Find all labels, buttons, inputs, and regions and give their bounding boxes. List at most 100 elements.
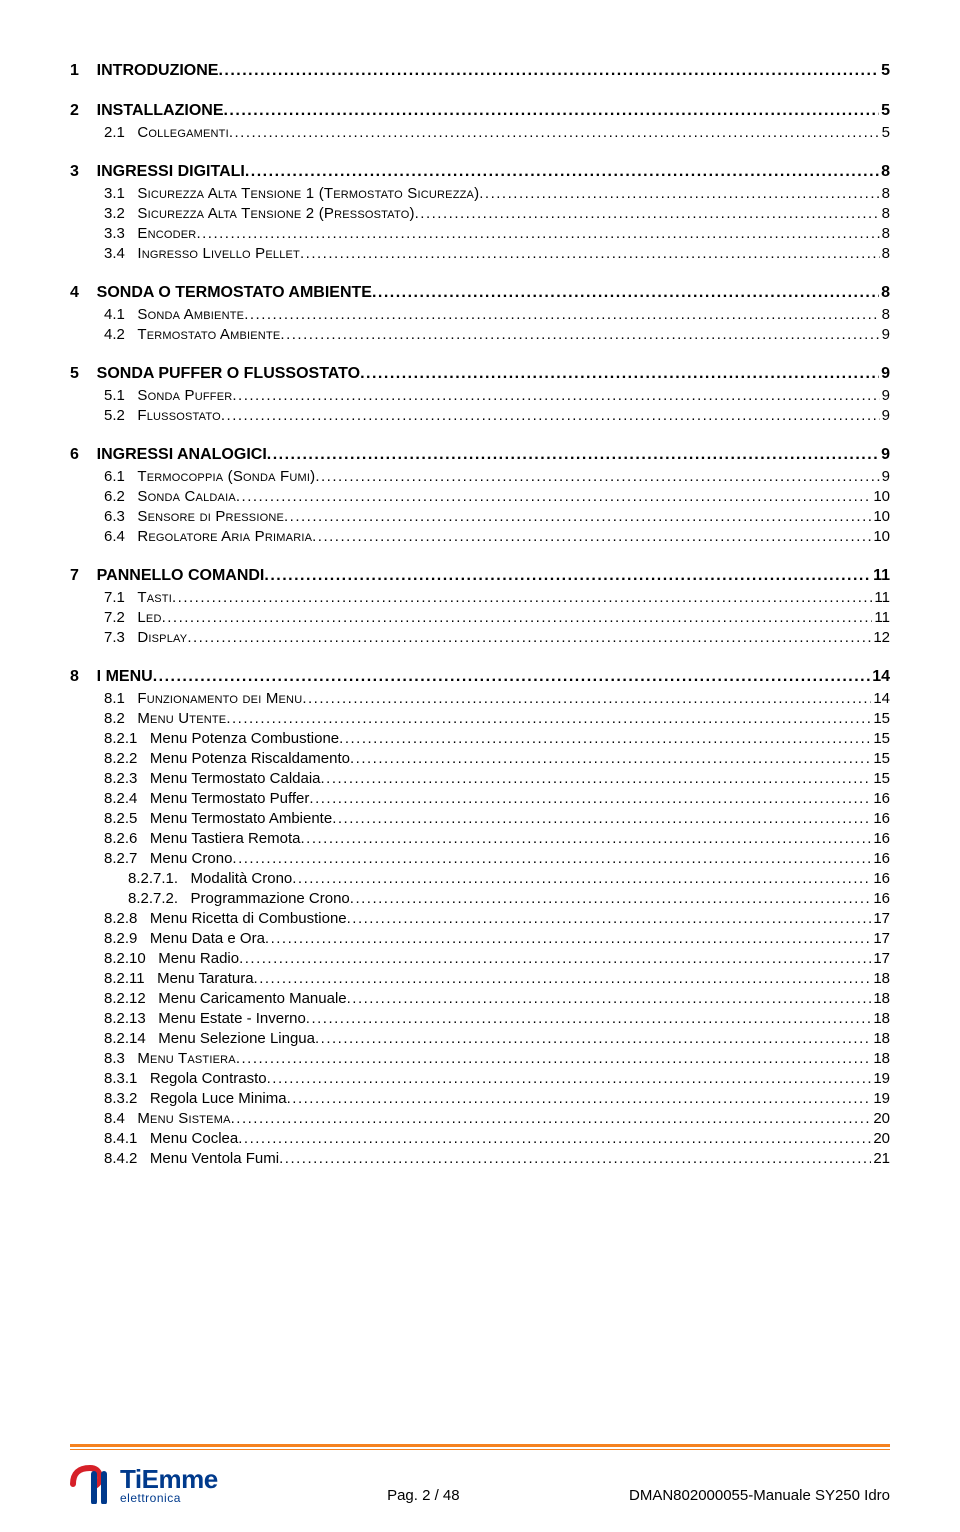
toc-entry-page: 9 (880, 387, 890, 404)
toc-entry-label: 8.2.1 Menu Potenza Combustione (104, 730, 339, 747)
toc-entry: 8.2.10 Menu Radio ......................… (104, 950, 890, 967)
toc-entry-label: 2.1 Collegamenti (104, 124, 229, 141)
toc-leader-dots: ........................................… (162, 609, 873, 626)
toc-entry: 8.2.6 Menu Tastiera Remota .............… (104, 830, 890, 847)
toc-entry-page: 8 (880, 205, 890, 222)
toc-entry-page: 8 (880, 245, 890, 262)
document-reference: DMAN802000055-Manuale SY250 Idro (629, 1487, 890, 1504)
toc-entry-label: 2 INSTALLAZIONE (70, 102, 223, 120)
toc-entry: 8.3.1 Regola Contrasto .................… (104, 1070, 890, 1087)
toc-leader-dots: ........................................… (347, 990, 872, 1007)
toc-entry-label: 8.2.2 Menu Potenza Riscaldamento (104, 750, 350, 767)
toc-leader-dots: ........................................… (350, 890, 872, 907)
toc-entry-page: 20 (871, 1110, 890, 1127)
toc-leader-dots: ........................................… (360, 365, 879, 383)
toc-entry: 8.2.12 Menu Caricamento Manuale ........… (104, 990, 890, 1007)
toc-entry-label: 4 SONDA O TERMOSTATO AMBIENTE (70, 284, 372, 302)
toc-leader-dots: ........................................… (223, 102, 879, 120)
toc-entry: 8.3 Menu Tastiera ......................… (104, 1050, 890, 1067)
toc-entry-page: 11 (871, 567, 890, 585)
toc-entry-page: 16 (871, 890, 890, 907)
toc-leader-dots: ........................................… (300, 245, 880, 262)
toc-entry: 6.2 Sonda Caldaia ......................… (104, 488, 890, 505)
toc-entry: 8.2.8 Menu Ricetta di Combustione ......… (104, 910, 890, 927)
toc-entry-label: 8.2.5 Menu Termostato Ambiente (104, 810, 332, 827)
toc-entry-page: 15 (871, 710, 890, 727)
toc-leader-dots: ........................................… (332, 810, 871, 827)
toc-entry-page: 12 (871, 629, 890, 646)
toc-entry: 8.3.2 Regola Luce Minima ...............… (104, 1090, 890, 1107)
toc-entry: 3 INGRESSI DIGITALI ....................… (70, 163, 890, 181)
logo: TiEmme elettronica (70, 1460, 218, 1504)
toc-leader-dots: ........................................… (265, 930, 871, 947)
toc-entry: 6 INGRESSI ANALOGICI ...................… (70, 446, 890, 464)
toc-entry-page: 9 (879, 365, 890, 383)
toc-entry-page: 10 (871, 528, 890, 545)
toc-entry-page: 18 (871, 970, 890, 987)
toc-leader-dots: ........................................… (254, 970, 872, 987)
toc-leader-dots: ........................................… (187, 629, 871, 646)
toc-entry-page: 19 (871, 1090, 890, 1107)
toc-entry-page: 19 (871, 1070, 890, 1087)
toc-entry-label: 3 INGRESSI DIGITALI (70, 163, 245, 181)
toc-leader-dots: ........................................… (236, 1050, 872, 1067)
toc-leader-dots: ........................................… (309, 790, 871, 807)
footer-rule-thick (70, 1444, 890, 1447)
toc-entry: 8.2.14 Menu Selezione Lingua ...........… (104, 1030, 890, 1047)
toc-entry-label: 3.4 Ingresso Livello Pellet (104, 245, 300, 262)
toc-entry: 1 INTRODUZIONE .........................… (70, 62, 890, 80)
toc-entry-page: 9 (880, 468, 890, 485)
toc-entry-page: 15 (871, 750, 890, 767)
toc-entry-page: 16 (871, 850, 890, 867)
toc-entry-page: 16 (871, 790, 890, 807)
toc-entry: 7.3 Display ............................… (104, 629, 890, 646)
toc-entry-label: 8.4.2 Menu Ventola Fumi (104, 1150, 279, 1167)
toc-entry-label: 8.2.10 Menu Radio (104, 950, 239, 967)
toc-entry-label: 8.2 Menu Utente (104, 710, 226, 727)
toc-leader-dots: ........................................… (292, 870, 871, 887)
toc-leader-dots: ........................................… (347, 910, 872, 927)
toc-entry-label: 8.2.4 Menu Termostato Puffer (104, 790, 309, 807)
toc-entry: 8.2.5 Menu Termostato Ambiente .........… (104, 810, 890, 827)
toc-leader-dots: ........................................… (232, 850, 871, 867)
toc-entry-label: 8.2.7.2. Programmazione Crono (128, 890, 350, 907)
toc-entry: 2.1 Collegamenti .......................… (104, 124, 890, 141)
toc-leader-dots: ........................................… (238, 1130, 871, 1147)
toc-leader-dots: ........................................… (153, 668, 871, 686)
toc-leader-dots: ........................................… (172, 589, 872, 606)
toc-entry: 8 I MENU ...............................… (70, 668, 890, 686)
toc-entry: 6.1 Termocoppia (Sonda Fumi) ...........… (104, 468, 890, 485)
table-of-contents: 1 INTRODUZIONE .........................… (70, 62, 890, 1167)
toc-leader-dots: ........................................… (196, 225, 879, 242)
toc-leader-dots: ........................................… (280, 326, 879, 343)
toc-entry: 4 SONDA O TERMOSTATO AMBIENTE ..........… (70, 284, 890, 302)
toc-leader-dots: ........................................… (221, 407, 880, 424)
toc-leader-dots: ........................................… (236, 488, 871, 505)
toc-entry-label: 8.2.9 Menu Data e Ora (104, 930, 265, 947)
toc-entry-label: 1 INTRODUZIONE (70, 62, 218, 80)
toc-entry-label: 8.2.7 Menu Crono (104, 850, 232, 867)
toc-entry-label: 6.1 Termocoppia (Sonda Fumi) (104, 468, 315, 485)
toc-entry: 3.2 Sicurezza Alta Tensione 2 (Pressosta… (104, 205, 890, 222)
toc-entry: 6.3 Sensore di Pressione ...............… (104, 508, 890, 525)
toc-entry-page: 9 (879, 446, 890, 464)
toc-entry-label: 8.3 Menu Tastiera (104, 1050, 236, 1067)
toc-leader-dots: ........................................… (218, 62, 879, 80)
toc-entry-label: 8.3.1 Regola Contrasto (104, 1070, 267, 1087)
toc-entry: 8.2.2 Menu Potenza Riscaldamento .......… (104, 750, 890, 767)
toc-entry-label: 8.4.1 Menu Coclea (104, 1130, 238, 1147)
toc-entry-page: 15 (871, 770, 890, 787)
toc-entry: 8.2.7 Menu Crono .......................… (104, 850, 890, 867)
toc-entry-page: 14 (870, 668, 890, 686)
toc-entry-page: 17 (871, 910, 890, 927)
toc-leader-dots: ........................................… (267, 1070, 872, 1087)
page-footer: TiEmme elettronica Pag. 2 / 48 DMAN80200… (70, 1444, 890, 1504)
toc-entry-page: 15 (871, 730, 890, 747)
toc-entry: 5 SONDA PUFFER O FLUSSOSTATO ...........… (70, 365, 890, 383)
toc-leader-dots: ........................................… (229, 124, 880, 141)
toc-entry-page: 11 (872, 609, 890, 626)
toc-entry-page: 9 (880, 407, 890, 424)
toc-leader-dots: ........................................… (372, 284, 879, 302)
toc-leader-dots: ........................................… (287, 1090, 872, 1107)
toc-entry: 6.4 Regolatore Aria Primaria ...........… (104, 528, 890, 545)
